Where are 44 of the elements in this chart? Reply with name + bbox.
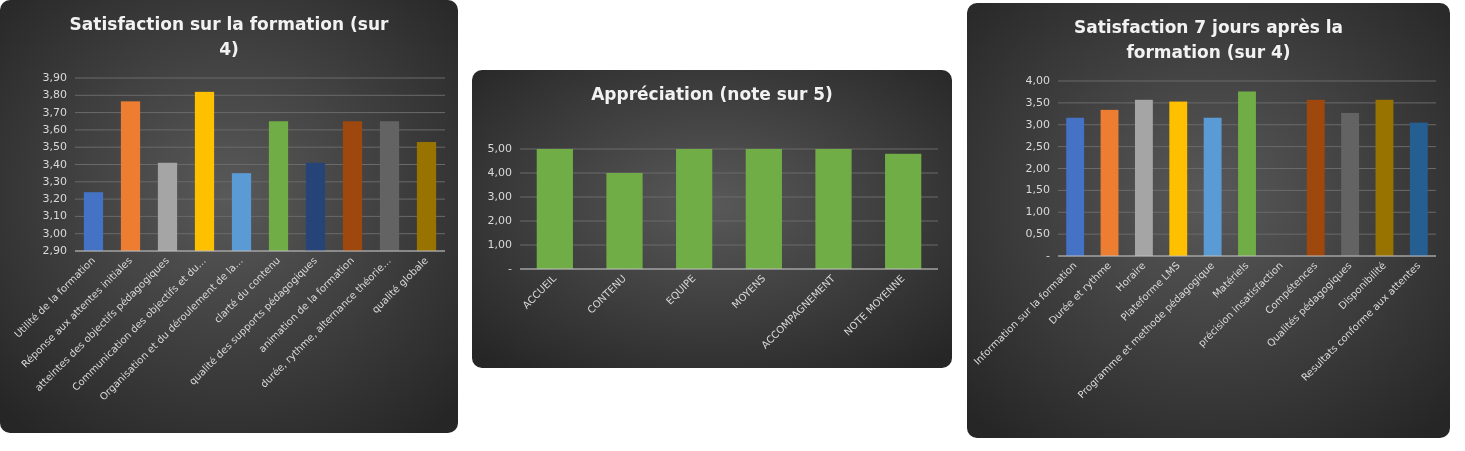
y-tick-label: 3,00	[487, 190, 512, 203]
y-tick-label: 3,00	[42, 226, 67, 240]
y-tick-label: 3,40	[42, 157, 67, 171]
bar	[606, 173, 643, 269]
y-tick-label: 3,10	[42, 209, 67, 223]
y-tick-label: 1,50	[1025, 183, 1050, 197]
y-tick-label: 0,50	[1025, 227, 1050, 241]
chart-title: Appréciation (note sur 5)	[591, 84, 833, 104]
bar	[1306, 99, 1325, 256]
y-tick-label: -	[508, 262, 513, 275]
y-tick-label: 2,90	[42, 244, 67, 257]
bar	[1238, 91, 1256, 256]
y-tick-label: 3,70	[42, 105, 67, 119]
y-tick-label: 3,50	[42, 140, 67, 154]
bar	[1409, 122, 1428, 256]
bar	[745, 149, 782, 269]
bar	[1100, 109, 1119, 256]
bar	[536, 149, 573, 269]
y-tick-label: 4,00	[1025, 74, 1050, 87]
y-tick-label: 2,00	[1025, 161, 1050, 175]
y-tick-label: 3,50	[1025, 95, 1050, 109]
bar	[1203, 117, 1222, 256]
bar	[1134, 99, 1153, 256]
chart-title: Satisfaction 7 jours après la formation (sur 4)	[1073, 17, 1344, 62]
y-tick-label: -	[1046, 249, 1051, 262]
bar	[1066, 117, 1085, 256]
y-tick-label: 2,00	[487, 214, 512, 227]
y-tick-label: 3,60	[42, 122, 67, 136]
y-tick-label: 2,50	[1025, 139, 1050, 153]
bar	[815, 149, 852, 269]
y-tick-label: 3,90	[42, 71, 67, 84]
bar	[885, 153, 922, 269]
y-tick-label: 3,80	[42, 88, 67, 102]
y-tick-label: 4,00	[487, 166, 512, 179]
bar	[1375, 99, 1394, 256]
y-tick-label: 5,00	[487, 142, 512, 155]
y-tick-label: 1,00	[1025, 205, 1050, 219]
bar	[676, 149, 713, 269]
bar	[1169, 101, 1188, 256]
chart-title: Satisfaction sur la formation (sur 4)	[69, 14, 390, 59]
y-tick-label: 3,20	[42, 192, 67, 206]
y-tick-label: 3,30	[42, 174, 67, 188]
y-tick-label: 3,00	[1025, 117, 1050, 131]
y-tick-label: 1,00	[487, 238, 512, 251]
